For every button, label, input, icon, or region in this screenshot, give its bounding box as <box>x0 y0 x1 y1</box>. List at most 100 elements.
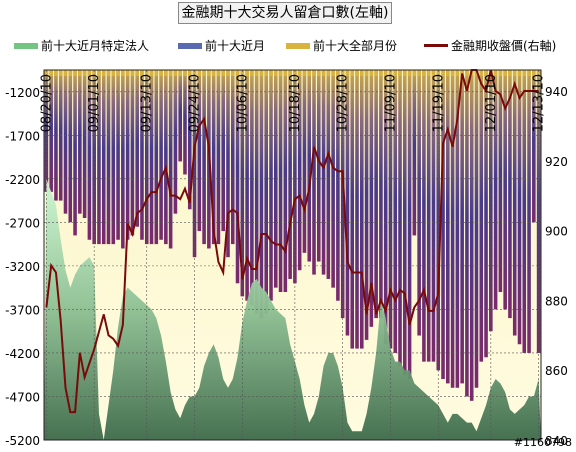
bar-all-months <box>412 70 417 236</box>
bar-cap <box>211 70 216 76</box>
legend-item-special-legal: 前十大近月特定法人 <box>14 37 149 53</box>
bar-all-months <box>135 70 139 227</box>
bar-all-months <box>226 70 230 258</box>
bar-all-months <box>479 70 484 362</box>
bar-cap <box>168 70 173 76</box>
bar-all-months <box>441 70 445 380</box>
bar-cap <box>412 70 417 76</box>
bar-all-months <box>522 70 527 353</box>
bar-cap <box>431 70 436 76</box>
bar-cap <box>422 70 426 76</box>
y-right-tick-label: 840 <box>545 434 568 448</box>
bar-all-months <box>360 70 364 349</box>
y-right-tick-label: 940 <box>545 85 568 99</box>
bar-all-months <box>216 70 221 245</box>
bar-all-months <box>498 70 503 292</box>
bar-cap <box>82 70 87 76</box>
bar-all-months <box>73 70 77 236</box>
bar-cap <box>63 70 68 76</box>
chart-title: 金融期十大交易人留倉口數(左軸) <box>178 2 392 24</box>
bar-cap <box>360 70 364 76</box>
bar-cap <box>230 70 235 76</box>
y-left-tick-label: -4700 <box>5 390 40 404</box>
grid-layer <box>44 70 541 441</box>
bar-all-months <box>288 70 292 279</box>
x-tick-label: 09/13/10 <box>140 74 155 132</box>
bar-cap <box>307 70 312 76</box>
bars-layer <box>44 70 541 401</box>
bar-all-months <box>307 70 312 262</box>
bar-cap <box>273 70 278 76</box>
bar-all-months <box>422 70 426 362</box>
bar-cap <box>374 70 378 76</box>
bar-all-months <box>417 70 421 336</box>
bar-all-months <box>154 70 159 245</box>
bar-all-months <box>302 70 307 253</box>
bar-all-months <box>503 70 507 310</box>
legend-swatch-special-legal <box>14 42 38 49</box>
y-left-tick-label: -1700 <box>5 129 40 143</box>
bar-cap <box>226 70 230 76</box>
bar-all-months <box>264 70 269 314</box>
bar-all-months <box>183 70 187 175</box>
bar-all-months <box>106 70 111 245</box>
x-tick-label: 08/20/10 <box>39 74 54 132</box>
bar-all-months <box>97 70 101 245</box>
bar-all-months <box>202 70 206 245</box>
y-left-tick-label: -5200 <box>5 434 40 448</box>
bar-all-months <box>364 70 369 340</box>
bar-cap <box>125 70 130 76</box>
bar-cap <box>493 70 498 76</box>
bar-all-months <box>187 70 192 210</box>
bar-cap <box>159 70 163 76</box>
y-left-tick-label: -3200 <box>5 260 40 274</box>
bar-all-months <box>312 70 316 275</box>
x-tick-label: 11/19/10 <box>431 74 446 132</box>
bar-all-months <box>116 70 120 240</box>
bar-all-months <box>144 70 149 245</box>
bar-cap <box>479 70 484 76</box>
bar-cap <box>446 70 450 76</box>
bar-cap <box>144 70 149 76</box>
bar-all-months <box>355 70 359 349</box>
bar-cap <box>355 70 359 76</box>
bar-all-months <box>383 70 388 345</box>
bar-cap <box>503 70 507 76</box>
bar-cap <box>383 70 388 76</box>
bar-all-months <box>508 70 512 319</box>
x-tick-label: 09/24/10 <box>188 74 203 132</box>
bar-cap <box>73 70 77 76</box>
line-close-price <box>45 69 539 414</box>
bar-cap <box>269 70 273 76</box>
bar-all-months <box>278 70 283 292</box>
bar-cap <box>197 70 202 76</box>
bar-cap <box>316 70 321 76</box>
y-right-tick-label: 880 <box>545 294 568 308</box>
bar-cap <box>403 70 407 76</box>
bar-cap <box>140 70 144 76</box>
bar-all-months <box>369 70 374 327</box>
plot-border <box>43 69 542 441</box>
bar-all-months <box>336 70 340 301</box>
x-tick-label: 12/13/10 <box>532 74 547 132</box>
bar-cap <box>536 70 541 76</box>
bar-all-months <box>68 70 73 223</box>
y-right-tick-label: 860 <box>545 364 568 378</box>
x-tick-label: 10/28/10 <box>336 74 351 132</box>
bar-cap <box>441 70 445 76</box>
bar-cap <box>154 70 159 76</box>
bar-all-months <box>159 70 163 240</box>
bar-cap <box>293 70 297 76</box>
bar-all-months <box>211 70 216 245</box>
bar-cap <box>116 70 120 76</box>
bar-all-months <box>63 70 68 214</box>
bar-cap <box>484 70 488 76</box>
bar-cap <box>393 70 398 76</box>
legend-label-special-legal: 前十大近月特定法人 <box>41 39 150 53</box>
bar-cap <box>336 70 340 76</box>
bar-all-months <box>164 70 168 245</box>
bar-cap <box>345 70 350 76</box>
x-tick-label: 10/18/10 <box>288 74 303 132</box>
bar-cap <box>379 70 383 76</box>
